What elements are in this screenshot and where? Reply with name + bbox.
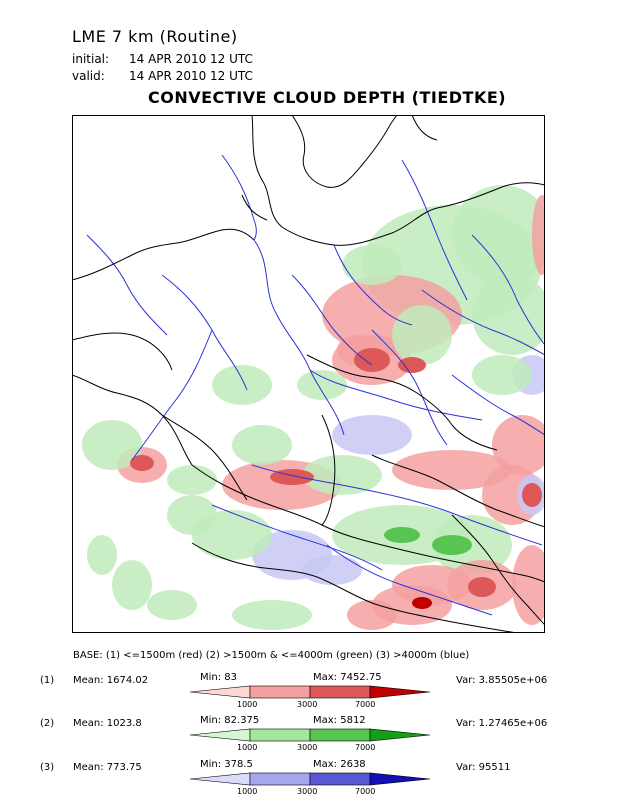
legend-mean: Mean: 773.75 xyxy=(73,762,142,773)
legend-tick-label: 7000 xyxy=(355,787,376,796)
model-title: LME 7 km (Routine) xyxy=(72,27,238,46)
valid-value: 14 APR 2010 12 UTC xyxy=(129,69,253,83)
cloud-area xyxy=(347,600,397,630)
cloud-area xyxy=(87,535,117,575)
cloud-core xyxy=(354,348,390,372)
cloud-area xyxy=(82,420,142,470)
legend-tick-label: 3000 xyxy=(297,743,318,752)
legend-min: Min: 83 xyxy=(200,672,238,683)
legend-var: Var: 95511 xyxy=(456,762,511,773)
cloud-area xyxy=(297,370,347,400)
coastlines-and-borders xyxy=(72,115,545,633)
cloud-area xyxy=(302,455,382,495)
rivers xyxy=(86,154,545,616)
legend-min: Min: 378.5 xyxy=(200,759,253,770)
cloud-core xyxy=(412,597,432,609)
legend-min: Min: 82.375 xyxy=(200,715,260,726)
map-frame xyxy=(72,115,545,633)
initial-label: initial: xyxy=(72,52,110,66)
legend-max: Max: 7452.75 xyxy=(313,672,382,683)
cloud-core xyxy=(432,535,472,555)
cloud-area xyxy=(492,415,545,475)
legend-max: Max: 2638 xyxy=(313,759,366,770)
cloud-area xyxy=(472,355,532,395)
convective-cloud-map xyxy=(72,115,545,633)
legend-tick-label: 7000 xyxy=(355,700,376,709)
cloud-area xyxy=(232,425,292,465)
cloud-area xyxy=(232,600,312,630)
legend-row-number: (3) xyxy=(40,762,55,773)
cloud-core xyxy=(130,455,154,471)
legend-tick-label: 3000 xyxy=(297,787,318,796)
legend-tick-label: 3000 xyxy=(297,700,318,709)
cloud-area xyxy=(532,195,545,275)
cloud-area xyxy=(392,450,512,490)
cloud-area xyxy=(167,495,217,535)
legend-row-number: (2) xyxy=(40,718,55,729)
cloud-area xyxy=(302,555,362,585)
cloud-area xyxy=(167,465,217,495)
cloud-area xyxy=(147,590,197,620)
legend-mean: Mean: 1023.8 xyxy=(73,718,142,729)
cloud-core xyxy=(398,357,426,373)
legend-colorbar xyxy=(189,685,431,699)
cloud-area xyxy=(342,245,402,285)
legend-base-text: BASE: (1) <=1500m (red) (2) >1500m & <=4… xyxy=(73,650,470,661)
legend-tick-label: 1000 xyxy=(237,787,258,796)
legend-tick-label: 1000 xyxy=(237,700,258,709)
legend-mean: Mean: 1674.02 xyxy=(73,675,149,686)
legend-tick-label: 1000 xyxy=(237,743,258,752)
legend-row-number: (1) xyxy=(40,675,55,686)
cloud-core xyxy=(522,483,542,507)
legend-tick-label: 7000 xyxy=(355,743,376,752)
cloud-area xyxy=(112,560,152,610)
cloud-area xyxy=(512,545,545,625)
chart-title: CONVECTIVE CLOUD DEPTH (TIEDTKE) xyxy=(148,88,507,107)
cloud-core xyxy=(468,577,496,597)
cloud-area xyxy=(452,185,545,285)
cloud-core xyxy=(384,527,420,543)
legend-colorbar xyxy=(189,772,431,786)
legend-max: Max: 5812 xyxy=(313,715,366,726)
cloud-area xyxy=(212,365,272,405)
legend-colorbar xyxy=(189,728,431,742)
initial-value: 14 APR 2010 12 UTC xyxy=(129,52,253,66)
legend-var: Var: 3.85505e+06 xyxy=(456,675,548,686)
legend-var: Var: 1.27465e+06 xyxy=(456,718,548,729)
cloud-area xyxy=(472,275,545,355)
valid-label: valid: xyxy=(72,69,105,83)
cloud-area xyxy=(392,305,452,365)
cloud-depth-fields xyxy=(82,185,545,630)
cloud-area xyxy=(332,415,412,455)
